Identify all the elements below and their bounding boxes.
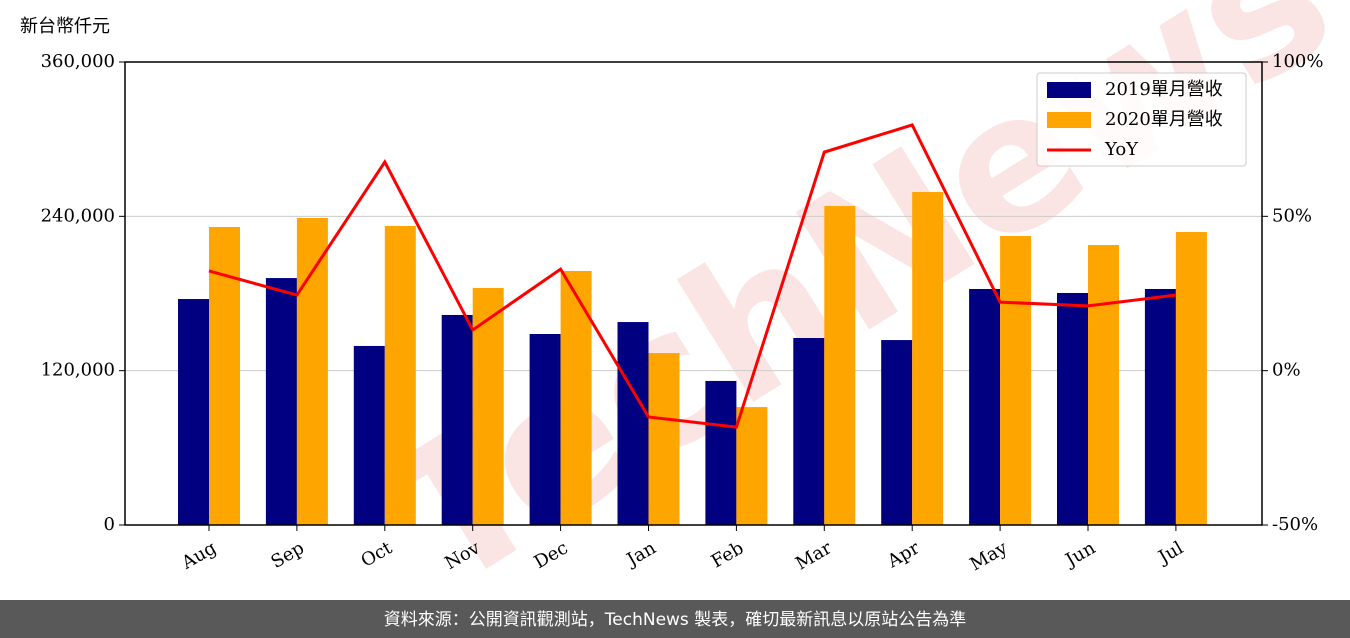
bar [705,380,737,525]
line [208,123,1177,429]
bar [296,218,328,525]
bar [384,225,416,525]
bar [1175,232,1207,525]
legend-label: 2019單月營收 [1105,79,1223,100]
x-tick-label: Mar [792,537,836,574]
legend-label: 2020單月營收 [1105,109,1223,130]
bar [969,288,1001,525]
bar [265,278,297,525]
y-tick-label: 240,000 [41,205,115,226]
x-tick-label: Sep [268,537,308,572]
y-tick-label: 360,000 [41,51,115,72]
x-tick-label: Jul [1153,537,1187,569]
bar [648,353,680,525]
x-tick-label: Jun [1060,537,1099,572]
bar [617,322,649,525]
bar [353,345,385,525]
bar [793,337,825,525]
legend-swatch [1047,112,1091,128]
bar [178,299,209,525]
bar [1144,288,1176,525]
bar [1000,236,1032,525]
bar [472,287,504,525]
bar [824,206,856,526]
x-tick-label: Feb [708,537,748,572]
legend-swatch [1047,82,1091,98]
bar [912,192,944,526]
x-tick-label: Oct [358,537,397,572]
bar [1088,245,1119,525]
footer: 資料來源：公開資訊觀測站，TechNews 製表，確切最新訊息以原站公告為準 [384,610,966,630]
bar [529,334,561,525]
x-tick-label: Jan [622,537,660,571]
bar [736,407,768,525]
unit-label: 新台幣仟元 [20,16,110,37]
bar [441,314,473,525]
y2-tick-label: 100% [1272,51,1323,72]
legend-label: YoY [1104,139,1139,160]
y-tick-label: 120,000 [41,360,115,381]
footer-bar [0,600,1350,638]
x-tick-label: Aug [177,537,220,574]
bar [560,270,592,525]
bar [881,340,913,525]
x-tick-label: May [967,537,1012,575]
y2-tick-label: 0% [1272,360,1301,381]
y2-tick-label: 50% [1272,205,1312,226]
y2-tick-label: -50% [1272,514,1318,535]
plot-frame [124,61,1263,526]
x-tick-label: Apr [883,537,923,572]
y-tick-label: 0 [104,514,115,535]
bar [1057,292,1088,525]
